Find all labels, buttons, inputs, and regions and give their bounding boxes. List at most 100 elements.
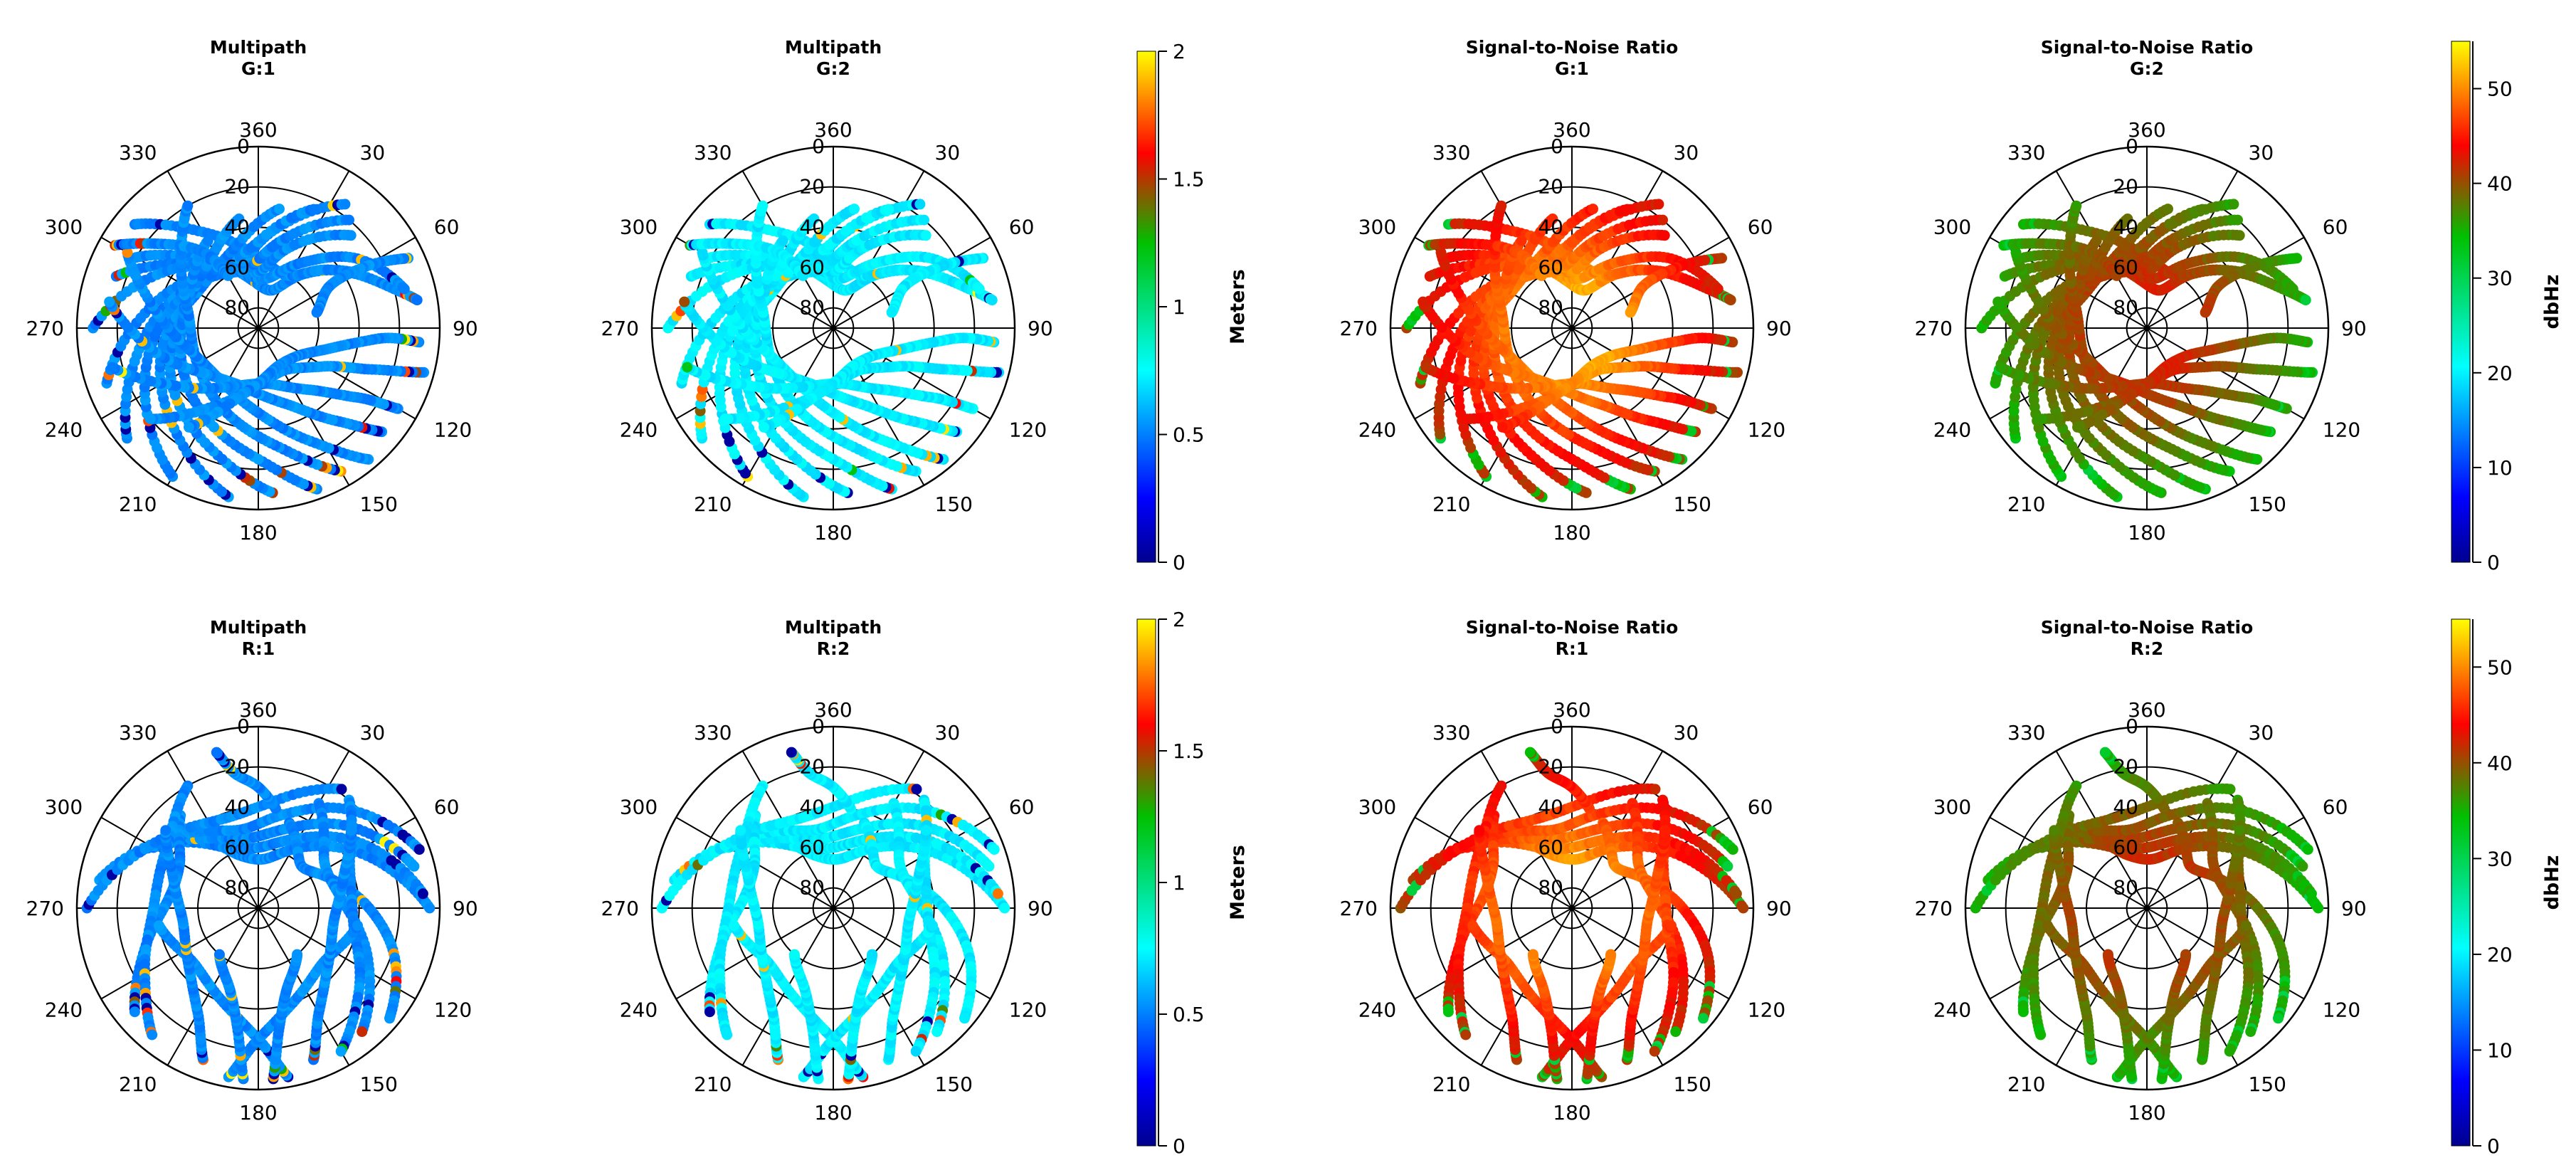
angle-tick-label: 150 — [935, 492, 973, 516]
track-point — [104, 296, 115, 307]
angle-tick-label: 360 — [239, 118, 277, 142]
angle-tick-label: 300 — [620, 216, 658, 239]
angle-tick-label: 30 — [360, 141, 386, 164]
track-point — [1458, 413, 1469, 424]
track-point — [883, 204, 894, 215]
track-point — [2232, 214, 2243, 226]
angle-tick-label: 120 — [1748, 418, 1785, 442]
plot-title: Signal-to-Noise Ratio — [1466, 37, 1679, 58]
track-point — [274, 204, 285, 215]
track-point — [973, 283, 985, 295]
track-point — [914, 199, 926, 210]
satellite-tracks — [88, 199, 430, 502]
angle-tick-label: 330 — [119, 141, 157, 164]
track-point — [886, 307, 897, 318]
track-point — [1653, 199, 1664, 210]
track-point — [184, 421, 194, 433]
track-point — [2091, 235, 2102, 246]
angle-tick-label: 330 — [1432, 141, 1470, 164]
angle-tick-label: 150 — [1674, 492, 1711, 516]
radial-tick-label: 80 — [799, 296, 825, 320]
track-point — [2287, 283, 2298, 295]
angle-tick-label: 360 — [1553, 118, 1590, 142]
radial-tick-label: 40 — [799, 215, 825, 238]
track-point — [345, 230, 357, 241]
skyplot-4: Signal-to-Noise RatioG:20204060803603060… — [1915, 37, 2367, 544]
angle-tick-label: 270 — [26, 317, 64, 340]
angle-tick-label: 90 — [1028, 317, 1053, 340]
plot-subtitle: G:2 — [816, 58, 850, 79]
track-point — [311, 307, 322, 318]
track-point — [2300, 295, 2311, 306]
track-point — [1496, 200, 1507, 211]
angle-tick-label: 240 — [1358, 418, 1396, 442]
track-point — [344, 214, 354, 226]
plot-subtitle: G:1 — [1555, 58, 1589, 79]
track-point — [849, 204, 860, 215]
angle-tick-label: 120 — [434, 418, 472, 442]
radial-tick-label: 20 — [799, 175, 825, 199]
track-point — [2234, 230, 2245, 241]
angle-tick-label: 180 — [1553, 521, 1590, 544]
angle-tick-label: 90 — [1766, 317, 1792, 340]
track-point — [682, 362, 693, 373]
angle-tick-label: 300 — [45, 216, 83, 239]
track-point — [411, 295, 423, 306]
plot-title: Multipath — [785, 37, 882, 58]
track-point — [2197, 204, 2208, 215]
track-point — [107, 362, 118, 373]
radial-tick-label: 80 — [1538, 296, 1563, 320]
radial-tick-label: 20 — [1538, 175, 1563, 199]
angle-tick-label: 180 — [239, 521, 277, 544]
track-point — [986, 295, 998, 306]
track-point — [719, 413, 731, 424]
skyplot-3: Signal-to-Noise RatioG:10204060803603060… — [1340, 37, 1792, 544]
grid-spoke — [258, 170, 350, 329]
track-point — [1659, 230, 1670, 241]
radial-tick-label: 40 — [1538, 215, 1563, 238]
plot-title: Multipath — [210, 37, 307, 58]
angle-tick-label: 210 — [694, 492, 732, 516]
track-point — [2163, 204, 2173, 215]
track-point — [919, 214, 929, 226]
angle-tick-label: 360 — [814, 118, 852, 142]
track-point — [1418, 296, 1429, 307]
radial-tick-label: 40 — [224, 215, 250, 238]
angle-tick-label: 180 — [814, 521, 852, 544]
angle-tick-label: 120 — [1009, 418, 1047, 442]
radial-tick-label: 60 — [1538, 255, 1563, 279]
angle-tick-label: 150 — [360, 492, 398, 516]
track-point — [398, 283, 410, 295]
angle-tick-label: 300 — [1358, 216, 1396, 239]
track-point — [2228, 199, 2239, 210]
radial-tick-label: 60 — [224, 255, 250, 279]
track-point — [202, 235, 213, 246]
track-point — [920, 230, 931, 241]
angle-tick-label: 60 — [1748, 216, 1773, 239]
radial-tick-label: 80 — [224, 296, 250, 320]
track-point — [1622, 204, 1633, 215]
radial-tick-label: 20 — [224, 175, 250, 199]
angle-tick-label: 210 — [119, 492, 157, 516]
track-point — [182, 200, 194, 211]
angle-tick-label: 210 — [1432, 492, 1470, 516]
angle-tick-label: 270 — [1340, 317, 1378, 340]
track-point — [1725, 295, 1736, 306]
track-point — [144, 413, 156, 424]
plot-subtitle: G:2 — [2130, 58, 2164, 79]
track-point — [339, 199, 351, 210]
plot-subtitle: G:1 — [241, 58, 275, 79]
track-point — [777, 235, 788, 246]
track-point — [1588, 204, 1598, 215]
track-point — [1657, 214, 1668, 226]
skyplot-1: MultipathG:10204060803603060901201501802… — [26, 37, 478, 544]
track-point — [233, 214, 245, 224]
track-point — [759, 421, 769, 433]
track-point — [679, 296, 690, 307]
track-point — [1625, 307, 1636, 318]
angle-tick-label: 240 — [620, 418, 658, 442]
angle-tick-label: 270 — [601, 317, 639, 340]
angle-tick-label: 60 — [434, 216, 460, 239]
angle-tick-label: 30 — [1674, 141, 1699, 164]
